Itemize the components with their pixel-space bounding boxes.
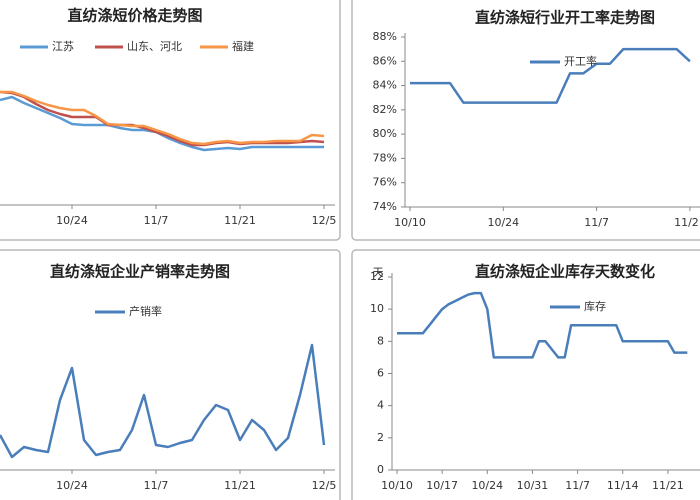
y-tick-label: 74% [373, 200, 397, 213]
y-tick-label: 4 [377, 399, 384, 412]
series-line [0, 90, 325, 147]
y-tick-label: 12 [370, 270, 384, 283]
x-tick-label: 12/5 [312, 214, 337, 227]
chart-title: 直纺涤短企业产销率走势图 [50, 263, 230, 281]
y-tick-label: 88% [373, 30, 397, 43]
series-line [410, 47, 691, 104]
series-line [0, 90, 325, 146]
y-tick-label: 76% [373, 176, 397, 189]
x-tick-label: 11/7 [584, 216, 609, 229]
x-tick-label: 10/10 [381, 479, 413, 492]
chart-title: 直纺涤短行业开工率走势图 [475, 9, 655, 27]
x-tick-label: 10/17 [426, 479, 458, 492]
y-tick-label: 80% [373, 127, 397, 140]
y-tick-label: 6 [377, 367, 384, 380]
x-tick-label: 11/21 [674, 216, 700, 229]
x-tick-label: 10/24 [487, 216, 519, 229]
y-tick-label: 78% [373, 151, 397, 164]
x-tick-label: 11/21 [224, 479, 256, 492]
y-axis-label: 天 [373, 266, 384, 279]
x-tick-label: 12/5 [312, 479, 337, 492]
x-tick-label: 10/24 [56, 479, 88, 492]
panel-frame [351, 249, 700, 500]
y-tick-label: 84% [373, 79, 397, 92]
x-tick-label: 11/14 [607, 479, 639, 492]
x-tick-label: 11/7 [565, 479, 590, 492]
x-tick-label: 10/24 [56, 214, 88, 227]
x-tick-label: 11/7 [144, 214, 169, 227]
series-line [0, 343, 326, 459]
y-tick-label: 8 [377, 334, 384, 347]
y-tick-label: 0 [377, 463, 384, 476]
legend-label: 福建 [232, 39, 254, 53]
legend-label: 开工率 [564, 54, 597, 68]
legend-label: 库存 [584, 299, 606, 313]
y-tick-label: 2 [377, 431, 384, 444]
legend-label: 江苏 [52, 40, 74, 53]
x-tick-label: 10/31 [517, 479, 549, 492]
y-tick-label: 86% [373, 54, 397, 67]
legend-label: 产销率 [129, 304, 162, 318]
x-tick-label: 10/24 [471, 479, 503, 492]
chart-title: 直纺涤短价格走势图 [67, 7, 202, 25]
panel-frame [351, 0, 700, 241]
x-tick-label: 11/21 [224, 214, 256, 227]
y-tick-label: 82% [373, 103, 397, 116]
chart-title: 直纺涤短企业库存天数变化 [475, 263, 655, 281]
x-tick-label: 11/7 [144, 479, 169, 492]
x-tick-label: 10/10 [394, 216, 426, 229]
y-tick-label: 10 [370, 302, 384, 315]
x-tick-label: 11/21 [652, 479, 684, 492]
legend-label: 山东、河北 [127, 40, 182, 53]
panel-frame [0, 249, 341, 500]
panel-frame [0, 0, 341, 241]
series-line [397, 291, 688, 359]
